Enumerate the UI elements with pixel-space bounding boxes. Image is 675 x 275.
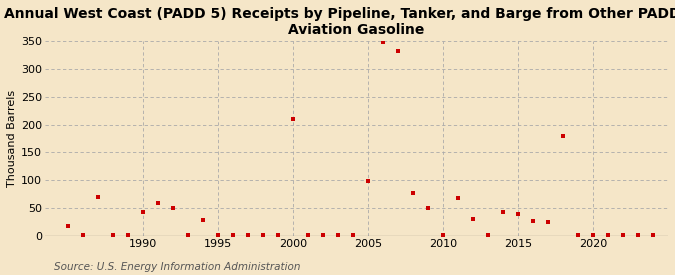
Point xyxy=(107,233,118,237)
Text: Source: U.S. Energy Information Administration: Source: U.S. Energy Information Administ… xyxy=(54,262,300,272)
Point xyxy=(588,233,599,238)
Point xyxy=(452,196,463,200)
Point xyxy=(212,233,223,238)
Point xyxy=(647,233,658,237)
Point xyxy=(483,233,493,238)
Y-axis label: Thousand Barrels: Thousand Barrels xyxy=(7,90,17,187)
Point xyxy=(572,233,583,238)
Point xyxy=(603,233,614,238)
Point xyxy=(92,195,103,199)
Point xyxy=(497,209,508,214)
Point xyxy=(242,233,253,238)
Point xyxy=(528,219,539,223)
Point xyxy=(468,217,479,222)
Point xyxy=(62,224,73,228)
Point xyxy=(362,179,373,184)
Point xyxy=(272,233,283,238)
Point xyxy=(152,201,163,205)
Point xyxy=(167,206,178,210)
Point xyxy=(558,134,568,138)
Point xyxy=(122,233,133,238)
Title: Annual West Coast (PADD 5) Receipts by Pipeline, Tanker, and Barge from Other PA: Annual West Coast (PADD 5) Receipts by P… xyxy=(4,7,675,37)
Point xyxy=(227,233,238,238)
Point xyxy=(423,206,433,210)
Point xyxy=(437,233,448,238)
Point xyxy=(392,48,403,53)
Point xyxy=(77,233,88,238)
Point xyxy=(332,233,343,238)
Point xyxy=(618,233,628,238)
Point xyxy=(302,233,313,238)
Point xyxy=(288,117,298,121)
Point xyxy=(137,210,148,214)
Point xyxy=(408,190,418,195)
Point xyxy=(632,233,643,238)
Point xyxy=(257,233,268,238)
Point xyxy=(348,233,358,238)
Point xyxy=(543,220,554,224)
Point xyxy=(377,40,388,44)
Point xyxy=(512,211,523,216)
Point xyxy=(182,233,193,238)
Point xyxy=(197,218,208,222)
Point xyxy=(317,233,328,238)
